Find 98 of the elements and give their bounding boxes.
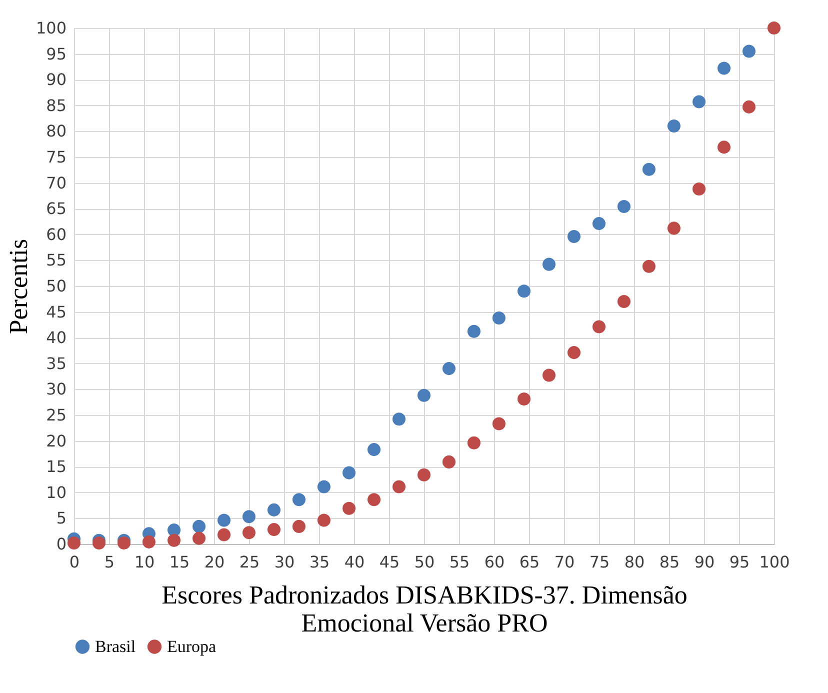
y-tick-label: 70	[46, 173, 66, 192]
y-tick-label: 25	[46, 406, 66, 424]
point	[492, 417, 506, 430]
y-tick-label: 80	[46, 122, 66, 141]
point	[142, 535, 156, 548]
point	[317, 480, 330, 494]
point	[542, 368, 556, 382]
point	[368, 493, 381, 506]
y-tick-label: 30	[46, 380, 66, 399]
legend-label: Europa	[167, 636, 217, 656]
point	[467, 436, 480, 450]
x-tick-label: 20	[204, 552, 225, 572]
x-tick-label: 25	[239, 552, 260, 572]
point	[67, 536, 81, 550]
x-tick-label: 95	[729, 552, 750, 572]
x-tick-label: 0	[69, 552, 80, 572]
point	[642, 162, 656, 176]
point	[718, 62, 731, 75]
point	[267, 523, 281, 536]
point	[92, 536, 106, 550]
point	[168, 534, 181, 547]
point	[417, 468, 431, 482]
point	[692, 95, 706, 108]
x-tick-label: 100	[759, 552, 790, 572]
y-tick-label: 5	[56, 508, 66, 528]
point	[518, 392, 531, 406]
point	[117, 536, 130, 550]
point	[442, 455, 456, 468]
x-tick-label: 15	[169, 552, 190, 572]
point	[317, 514, 330, 527]
point	[442, 362, 456, 376]
point	[392, 480, 406, 494]
point	[417, 388, 431, 402]
point	[592, 217, 606, 230]
x-tick-label: 75	[589, 552, 610, 572]
x-tick-label: 35	[309, 552, 330, 572]
x-tick-label: 65	[519, 552, 540, 572]
x-tick-label: 45	[379, 552, 400, 572]
x-tick-label: 70	[554, 552, 575, 572]
y-tick-label: 95	[46, 44, 66, 64]
y-tick-label: 85	[46, 96, 66, 115]
x-axis-title: Escores Padronizados DISABKIDS-37. Dimensão Emocional Versão PRO	[162, 580, 688, 638]
point	[467, 324, 480, 338]
x-tick-label: 30	[274, 552, 295, 572]
point	[667, 120, 680, 133]
x-tick-label: 40	[344, 552, 365, 572]
point	[617, 294, 631, 308]
point	[642, 260, 656, 273]
point	[192, 520, 206, 533]
y-tick-label: 75	[46, 148, 66, 166]
y-tick-label: 60	[46, 224, 66, 244]
y-tick-label: 55	[46, 250, 66, 270]
point	[667, 222, 680, 235]
y-tick-label: 50	[46, 276, 66, 296]
y-tick-label: 65	[46, 199, 66, 218]
point	[542, 258, 556, 271]
point	[742, 44, 756, 58]
point	[242, 510, 256, 524]
x-tick-label: 80	[624, 552, 645, 572]
point	[217, 528, 231, 542]
x-tick-label: 55	[449, 552, 470, 572]
x-tick-label: 60	[484, 552, 505, 572]
point	[368, 443, 381, 456]
point	[217, 514, 231, 527]
y-tick-label: 15	[46, 457, 66, 476]
y-tick-label: 40	[46, 328, 66, 348]
point	[592, 320, 606, 334]
y-tick-label: 90	[46, 70, 66, 90]
y-tick-label: 20	[46, 431, 66, 450]
point	[242, 526, 256, 540]
point	[742, 100, 756, 114]
y-tick-label: 0	[56, 534, 66, 554]
y-tick-label: 10	[46, 482, 66, 502]
point	[518, 284, 531, 298]
point	[342, 466, 356, 480]
x-tick-label: 50	[414, 552, 435, 572]
y-tick-label: 35	[46, 354, 66, 373]
point	[292, 520, 306, 533]
point	[567, 346, 581, 360]
x-tick-label: 90	[694, 552, 715, 572]
y-tick-label: 100	[36, 18, 66, 38]
point	[392, 412, 406, 426]
point	[567, 230, 581, 243]
point	[192, 532, 206, 545]
x-tick-label: 10	[134, 552, 155, 572]
point	[767, 21, 781, 35]
point	[292, 493, 306, 506]
point	[492, 311, 506, 324]
point	[267, 503, 281, 516]
point	[342, 502, 356, 515]
x-tick-label: 5	[104, 552, 115, 572]
point	[718, 140, 731, 154]
x-tick-label: 85	[659, 552, 680, 572]
y-axis-title: Percentis	[4, 238, 33, 334]
legend-label: Brasil	[95, 636, 136, 656]
point	[617, 200, 631, 214]
y-tick-label: 45	[46, 302, 66, 322]
point	[692, 182, 706, 196]
